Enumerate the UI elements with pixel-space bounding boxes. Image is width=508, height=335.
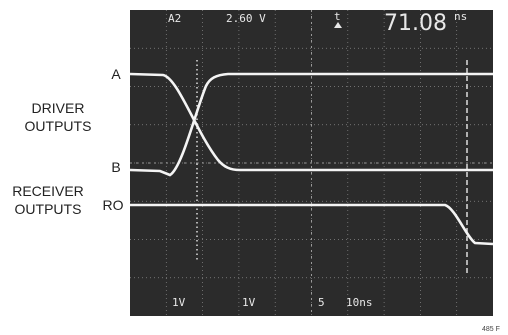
label-receiver: OUTPUTS bbox=[15, 201, 82, 217]
trace-b bbox=[129, 72, 493, 177]
label-receiver: RECEIVER bbox=[12, 183, 84, 199]
scope-timebase: 10ns bbox=[346, 296, 373, 309]
trace-a bbox=[129, 72, 493, 172]
label-driver: DRIVER bbox=[32, 100, 85, 116]
label-b: B bbox=[111, 159, 120, 175]
cursor-icon bbox=[334, 22, 342, 28]
scope-ch3-scale: 5 bbox=[318, 296, 325, 309]
label-ro: RO bbox=[103, 197, 124, 213]
scope-delta-time: 71.08 bbox=[384, 11, 447, 36]
scope-channel: A2 bbox=[168, 12, 181, 25]
figure-id: 485 F bbox=[482, 326, 500, 333]
trace-ro bbox=[130, 203, 494, 246]
scope-time-unit: ns bbox=[454, 10, 467, 23]
label-a: A bbox=[111, 66, 121, 82]
scope-ch1-scale: 1V bbox=[172, 296, 186, 309]
scope-cursor-symbol: t bbox=[334, 10, 341, 23]
label-driver: OUTPUTS bbox=[25, 118, 92, 134]
scope-ch2-scale: 1V bbox=[242, 296, 256, 309]
scope-level: 2.60 V bbox=[226, 12, 266, 25]
